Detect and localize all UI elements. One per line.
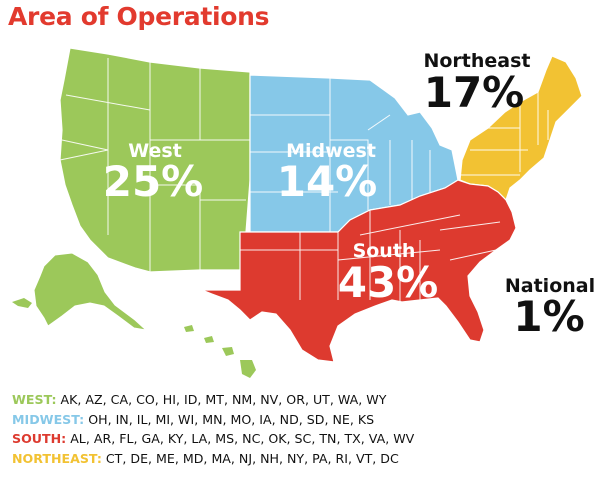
hawaii-big-island-shape — [240, 360, 256, 378]
legend-key-northeast: NORTHEAST: — [12, 450, 102, 466]
map-title: Area of Operations — [8, 2, 270, 31]
region-midwest — [249, 74, 459, 233]
legend-key-midwest: MIDWEST: — [12, 411, 85, 427]
hawaii-oahu-shape — [204, 336, 214, 343]
legend-states-midwest: OH, IN, IL, MI, WI, MN, MO, IA, ND, SD, … — [88, 411, 375, 427]
legend-row-west: WEST: AK, AZ, CA, CO, HI, ID, MT, NM, NV… — [12, 390, 598, 410]
region-west — [12, 47, 256, 378]
label-west-name: West — [128, 140, 182, 162]
legend-states-west: AK, AZ, CA, CO, HI, ID, MT, NM, NV, OR, … — [60, 392, 387, 407]
south-shape — [201, 179, 517, 363]
us-regions-map: West 25% Midwest 14% South 43% Northeast… — [12, 47, 595, 378]
legend-states-northeast: CT, DE, ME, MD, MA, NJ, NH, NY, PA, RI, … — [105, 450, 399, 466]
legend-row-northeast: NORTHEAST: CT, DE, ME, MD, MA, NJ, NH, N… — [12, 449, 598, 469]
south-state-borders — [240, 210, 501, 302]
legend: WEST: AK, AZ, CA, CO, HI, ID, MT, NM, NV… — [12, 390, 598, 468]
label-northeast-percent: 17% — [424, 68, 525, 117]
aleutian-shape — [12, 298, 32, 308]
label-midwest-name: Midwest — [286, 140, 376, 162]
label-midwest-percent: 14% — [277, 157, 378, 206]
label-national-name: National — [505, 275, 595, 297]
midwest-state-borders — [250, 78, 431, 232]
west-state-borders — [59, 58, 250, 272]
alaska-shape — [33, 252, 148, 331]
legend-key-south: SOUTH: — [12, 431, 67, 447]
legend-row-south: SOUTH: AL, AR, FL, GA, KY, LA, MS, NC, O… — [12, 429, 598, 449]
legend-states-south: AL, AR, FL, GA, KY, LA, MS, NC, OK, SC, … — [70, 431, 415, 447]
label-south-name: South — [353, 240, 416, 262]
region-south — [201, 179, 517, 363]
legend-row-midwest: MIDWEST: OH, IN, IL, MI, WI, MN, MO, IA,… — [12, 410, 598, 430]
label-national-percent: 1% — [513, 292, 584, 341]
hawaii-kauai-shape — [184, 325, 194, 332]
label-south-percent: 43% — [338, 258, 439, 307]
hawaii-maui-shape — [222, 347, 234, 356]
northeast-state-borders — [460, 92, 549, 176]
label-northeast-name: Northeast — [423, 50, 530, 72]
label-west-percent: 25% — [103, 157, 204, 206]
legend-key-west: WEST: — [12, 392, 57, 407]
